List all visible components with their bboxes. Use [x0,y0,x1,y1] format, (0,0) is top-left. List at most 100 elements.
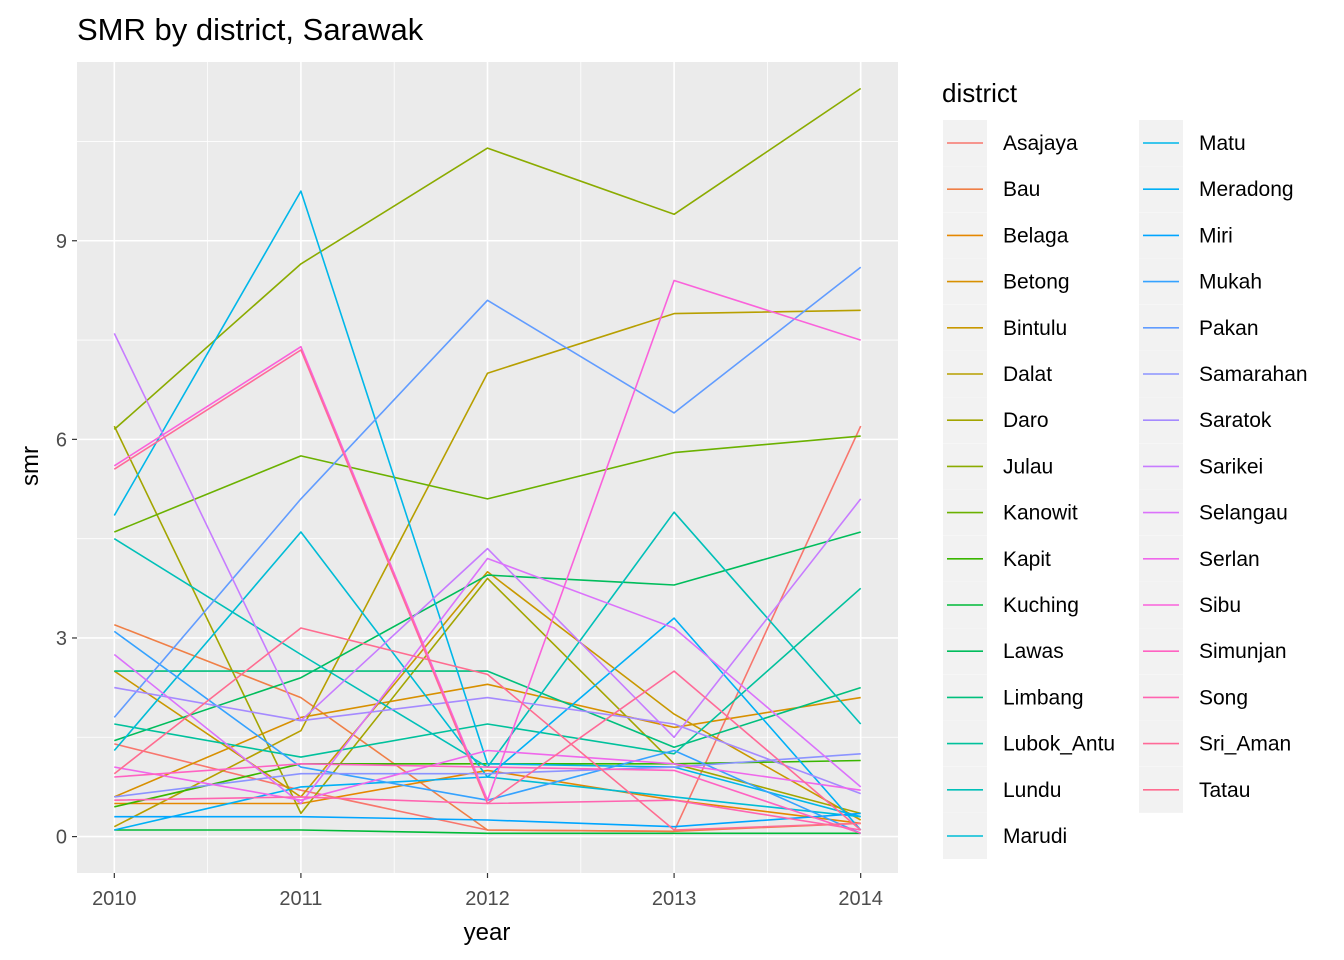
legend-key-meradong: Meradong [1139,166,1294,213]
series-line-simunjan [114,762,861,835]
legend-label: Tatau [1199,779,1250,802]
legend-key-kapit: Kapit [943,535,1051,582]
legend-key-betong: Betong [943,258,1070,305]
series-line-saratok [114,686,861,795]
legend-label: Selangau [1199,502,1288,525]
series-line-sibu [113,279,861,802]
chart-title: SMR by district, Sarawak [77,12,424,47]
legend-key-lawas: Lawas [943,628,1064,675]
series-line-daro [113,425,861,815]
series-line-selangau [113,557,862,805]
legend-key-miri: Miri [1139,212,1233,259]
series-line-lawas [114,531,861,742]
legend-label: Meradong [1199,178,1294,201]
legend-key-lundu: Lundu [943,766,1061,813]
legend-label: Limbang [1003,686,1084,709]
series-line-kanowit [113,435,861,533]
legend-key-song: Song [1139,674,1248,721]
series-line-bau [114,623,861,833]
legend-label: Daro [1003,409,1049,432]
legend-key-sri-aman: Sri_Aman [1139,720,1291,767]
x-tick-label: 2014 [838,888,883,910]
legend-key-belaga: Belaga [943,212,1069,259]
legend-key-dalat: Dalat [943,351,1052,397]
y-tick-label: 6 [56,429,67,451]
legend-key-kanowit: Kanowit [943,489,1078,536]
series-line-serlan [114,749,861,802]
legend-label: Serlan [1199,548,1260,571]
legend: district Asajaya Bau Belaga Betong Bintulu Da… [942,78,1308,859]
legend-key-saratok: Saratok [1139,397,1272,444]
series-line-dalat [113,309,861,828]
legend-label: Julau [1003,455,1053,478]
legend-key-samarahan: Samarahan [1139,351,1308,397]
series-line-betong [113,683,861,798]
series-line-sarikei [113,333,862,739]
legend-label: Dalat [1003,363,1052,386]
legend-key-lubok-antu: Lubok_Antu [943,720,1115,767]
legend-label: Saratok [1199,409,1272,432]
legend-label: Samarahan [1199,363,1308,386]
plot-panel [77,62,898,873]
legend-label: Marudi [1003,825,1067,848]
legend-label: Kapit [1003,548,1051,571]
legend-label: Matu [1199,132,1246,155]
y-tick-label: 9 [56,231,67,253]
legend-label: Miri [1199,224,1233,247]
legend-label: Simunjan [1199,640,1287,663]
x-axis: 2010 2011 2012 2013 2014 [92,873,883,910]
x-tick-label: 2010 [92,888,137,910]
legend-key-daro: Daro [943,397,1049,444]
legend-label: Sri_Aman [1199,733,1291,756]
legend-key-matu: Matu [1139,120,1246,166]
legend-key-kuching: Kuching [943,582,1079,628]
legend-key-asajaya: Asajaya [943,120,1078,166]
legend-label: Song [1199,686,1248,709]
legend-key-limbang: Limbang [943,674,1084,721]
series-line-bintulu [113,570,862,821]
series-line-tatau [113,627,861,831]
legend-label: Pakan [1199,317,1259,340]
legend-key-selangau: Selangau [1139,489,1288,536]
legend-label: Sarikei [1199,455,1263,478]
legend-label: Belaga [1003,224,1069,247]
series-line-matu [113,190,861,818]
x-tick-label: 2011 [279,888,322,910]
legend-title: district [942,78,1018,108]
legend-key-sarikei: Sarikei [1139,443,1263,490]
legend-key-sibu: Sibu [1139,582,1241,628]
legend-label: Asajaya [1003,132,1078,155]
legend-label: Betong [1003,271,1070,294]
legend-label: Mukah [1199,271,1262,294]
legend-key-mukah: Mukah [1139,258,1262,305]
legend-key-serlan: Serlan [1139,535,1260,582]
series-line-belaga [114,769,861,825]
legend-label: Kuching [1003,594,1079,617]
legend-key-tatau: Tatau [1139,766,1250,813]
legend-label: Kanowit [1003,502,1078,525]
y-tick-label: 0 [56,827,67,849]
series-line-julau [113,87,862,430]
series-line-lubok-antu [114,587,862,758]
y-axis: 0 3 6 9 [56,231,77,849]
x-tick-label: 2013 [652,888,697,910]
legend-label: Lundu [1003,779,1061,802]
legend-key-bintulu: Bintulu [943,304,1067,351]
legend-key-marudi: Marudi [943,813,1067,859]
legend-key-bau: Bau [943,166,1040,213]
legend-label: Lubok_Antu [1003,733,1115,756]
y-tick-label: 3 [56,628,67,650]
legend-key-pakan: Pakan [1139,304,1259,351]
series-line-miri [114,812,861,828]
legend-key-simunjan: Simunjan [1139,628,1287,675]
x-tick-label: 2012 [465,888,510,910]
series-line-kuching [114,829,861,835]
series-line-sri-aman [113,349,862,831]
legend-key-julau: Julau [943,443,1053,490]
y-axis-title: smr [17,446,44,486]
legend-label: Lawas [1003,640,1064,663]
series-line-pakan [113,266,862,718]
legend-label: Bintulu [1003,317,1067,340]
